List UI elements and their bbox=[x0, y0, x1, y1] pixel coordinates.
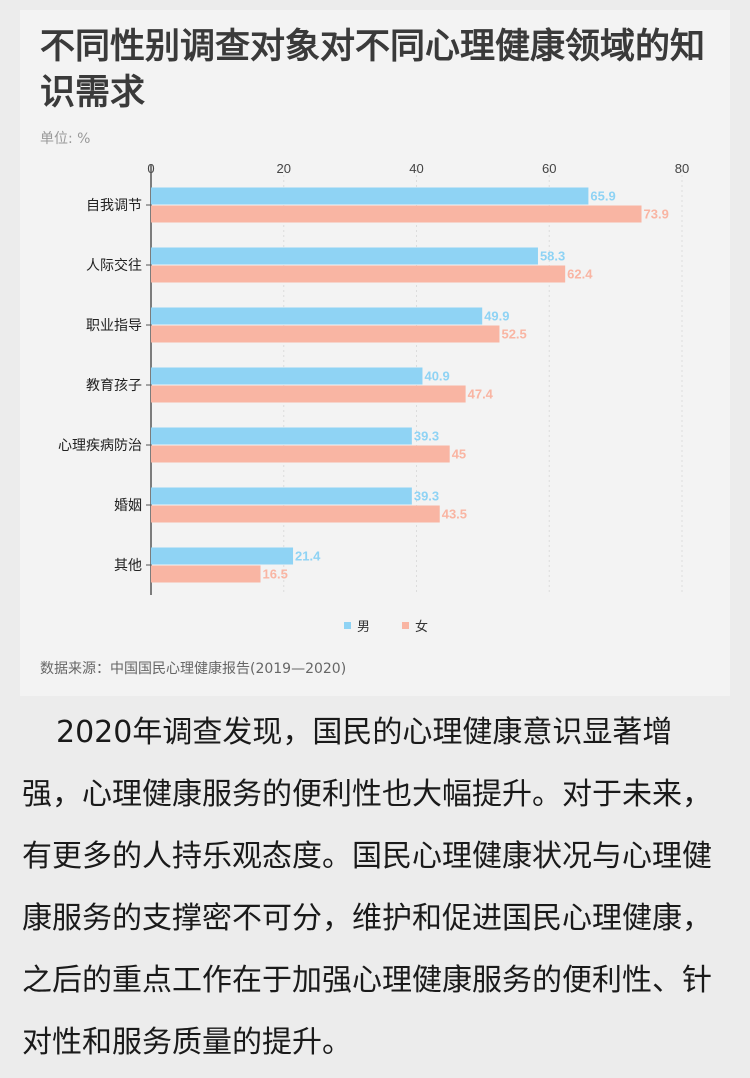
data-label: 39.3 bbox=[414, 429, 439, 444]
legend-swatch-male bbox=[344, 622, 351, 629]
bar-male bbox=[151, 547, 294, 565]
data-label: 21.4 bbox=[295, 549, 321, 564]
x-tick-label: 40 bbox=[409, 161, 423, 176]
x-tick-label: 20 bbox=[277, 161, 291, 176]
data-label: 40.9 bbox=[424, 369, 449, 384]
data-label: 45 bbox=[452, 447, 466, 462]
article-paragraph: 2020年调查发现，国民的心理健康意识显著增强，心理健康服务的便利性也大幅提升。… bbox=[22, 715, 712, 1060]
bar-male bbox=[151, 187, 589, 205]
bar-male bbox=[151, 367, 423, 385]
x-tick-label: 60 bbox=[542, 161, 556, 176]
category-label: 职业指导 bbox=[86, 318, 142, 334]
category-label: 教育孩子 bbox=[86, 378, 142, 394]
bar-female bbox=[151, 565, 261, 583]
data-label: 73.9 bbox=[644, 207, 669, 222]
bar-male bbox=[151, 247, 538, 265]
data-label: 65.9 bbox=[590, 189, 615, 204]
category-label: 自我调节 bbox=[86, 198, 142, 214]
bar-female bbox=[151, 385, 466, 403]
data-label: 58.3 bbox=[540, 249, 565, 264]
bar-female bbox=[151, 205, 642, 223]
source-note: 数据来源：中国国民心理健康报告(2019—2020) bbox=[40, 661, 347, 677]
chart-title: 不同性别调查对象对不同心理健康领域的知识需求 bbox=[40, 27, 706, 113]
bar-female bbox=[151, 505, 440, 523]
legend-swatch-female bbox=[402, 622, 409, 629]
bar-female bbox=[151, 265, 566, 283]
bar-male bbox=[151, 487, 412, 505]
category-label: 人际交往 bbox=[86, 257, 142, 274]
category-label: 其他 bbox=[114, 558, 142, 574]
bar-female bbox=[151, 445, 450, 463]
bar-female bbox=[151, 325, 500, 343]
legend-label: 女 bbox=[415, 619, 428, 635]
category-label: 婚姻 bbox=[114, 498, 142, 514]
data-label: 52.5 bbox=[501, 327, 526, 342]
bar-male bbox=[151, 427, 412, 445]
category-label: 心理疾病防治 bbox=[58, 438, 142, 454]
x-tick-label: 80 bbox=[675, 161, 689, 176]
data-label: 43.5 bbox=[442, 507, 467, 522]
data-label: 16.5 bbox=[263, 567, 288, 582]
legend-label: 男 bbox=[357, 620, 370, 635]
bar-chart: 020406080自我调节65.973.9人际交往58.362.4职业指导49.… bbox=[58, 161, 689, 635]
data-label: 49.9 bbox=[484, 309, 509, 324]
data-label: 62.4 bbox=[567, 267, 593, 282]
data-label: 39.3 bbox=[414, 489, 439, 504]
bar-male bbox=[151, 307, 483, 325]
unit-label: 单位: % bbox=[40, 131, 91, 147]
chart-card: 不同性别调查对象对不同心理健康领域的知识需求 单位: % 020406080自我… bbox=[20, 10, 730, 696]
data-label: 47.4 bbox=[468, 387, 494, 402]
